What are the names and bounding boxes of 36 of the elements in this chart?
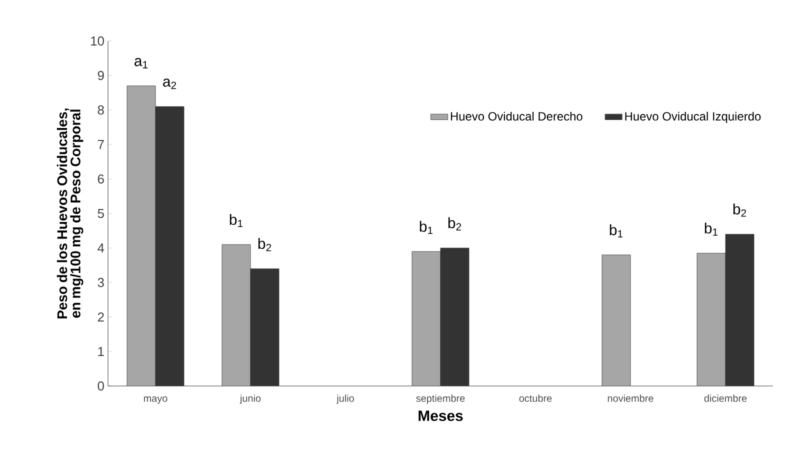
y-tick-label: 9 bbox=[98, 70, 104, 80]
annotation: b$_{1}$ bbox=[230, 214, 243, 228]
bar bbox=[696, 252, 726, 386]
x-tick-label: julio bbox=[336, 394, 354, 404]
y-tick-label: 8 bbox=[98, 105, 104, 115]
annotation: a$_{1}$ bbox=[134, 58, 148, 68]
x-tick-label: octubre bbox=[519, 394, 552, 402]
bar bbox=[222, 244, 251, 386]
annotation: b$_{2}$ bbox=[448, 217, 462, 230]
annotation: b$_{2}$ bbox=[733, 203, 746, 217]
bar bbox=[602, 254, 631, 386]
y-tick-label: 7 bbox=[98, 140, 104, 149]
y-tick-label: 3 bbox=[98, 278, 104, 288]
y-tick-label: 10 bbox=[91, 36, 104, 46]
legend-label: Huevo Oviducal Izquierdo bbox=[625, 112, 761, 123]
x-axis-title: Meses bbox=[418, 410, 463, 422]
y-tick-label: 6 bbox=[98, 174, 104, 184]
y-tick-label: 2 bbox=[98, 312, 104, 322]
annotation: b$_{1}$ bbox=[704, 222, 718, 236]
x-tick-label: diciembre bbox=[704, 394, 747, 402]
legend-label: Huevo Oviducal Derecho bbox=[450, 112, 582, 121]
y-tick-label: 5 bbox=[98, 208, 104, 218]
annotation: a$_{2}$ bbox=[163, 78, 176, 90]
bar bbox=[412, 251, 441, 386]
x-tick-label: junio bbox=[240, 394, 261, 404]
annotation: b$_{1}$ bbox=[610, 224, 623, 238]
x-tick-label: septiembre bbox=[416, 394, 465, 404]
annotation: b$_{2}$ bbox=[258, 238, 272, 252]
y-tick-label: 0 bbox=[98, 381, 104, 391]
y-axis-title: Peso de los Huevos Oviducales, en mg/100 mg de Peso Corporal bbox=[56, 108, 84, 318]
y-tick-label: 4 bbox=[98, 244, 104, 252]
x-tick-label: mayo bbox=[144, 396, 168, 404]
annotation: b$_{1}$ bbox=[420, 220, 433, 234]
bar bbox=[126, 86, 156, 386]
y-tick-label: 1 bbox=[98, 347, 104, 356]
x-tick-label: noviembre bbox=[608, 394, 654, 402]
